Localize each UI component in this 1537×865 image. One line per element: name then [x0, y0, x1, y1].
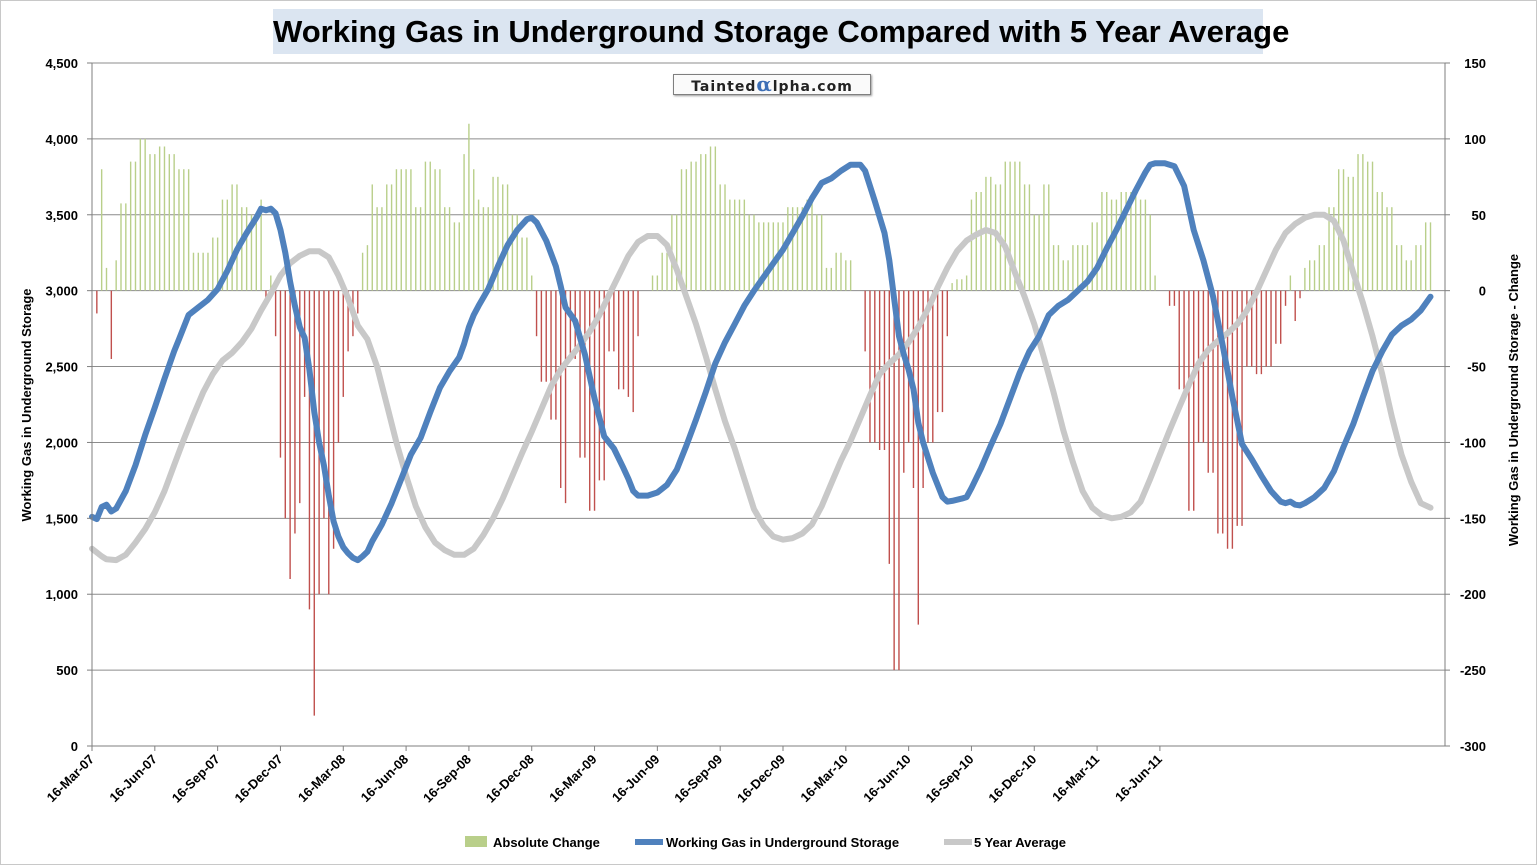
left-axis-title: Working Gas in Underground Storage — [19, 288, 34, 521]
right-tick-label: -300 — [1460, 739, 1486, 754]
storage-line — [89, 160, 1434, 564]
left-tick-label: 4,000 — [45, 132, 78, 147]
x-tick-label: 16-Mar-08 — [295, 752, 349, 806]
watermark-right: lpha.com — [772, 79, 853, 95]
avg-line — [89, 211, 1434, 564]
storage-line-layer — [89, 160, 1434, 564]
right-tick-label: 150 — [1464, 56, 1486, 71]
right-axis-ticks: -300 -250 -200 -150 -100 -50 0 50 100 150 — [1445, 56, 1486, 754]
legend-label-avg: 5 Year Average — [974, 835, 1066, 850]
x-tick-label: 16-Jun-08 — [358, 752, 412, 806]
axes — [91, 63, 1446, 747]
x-axis-ticks: 16-Mar-07 16-Jun-07 16-Sep-07 16-Dec-07 16-M… — [44, 746, 1165, 806]
avg-line-layer — [89, 211, 1434, 564]
right-tick-label: 0 — [1479, 284, 1486, 299]
x-tick-label: 16-Sep-07 — [169, 752, 223, 806]
legend: Absolute Change Working Gas in Undergrou… — [465, 835, 1066, 850]
left-tick-label: 1,500 — [45, 511, 78, 526]
right-axis-title: Working Gas in Underground Storage - Cha… — [1506, 254, 1521, 546]
change-bars — [96, 123, 1432, 716]
left-tick-label: 3,500 — [45, 208, 78, 223]
watermark-alpha-icon: α — [756, 72, 773, 96]
x-tick-label: 16-Dec-10 — [985, 752, 1039, 806]
watermark-logo: Taintedαlpha.com — [673, 74, 871, 95]
x-tick-label: 16-Dec-08 — [483, 752, 537, 806]
legend-swatch-bars — [465, 836, 487, 847]
x-tick-label: 16-Mar-07 — [44, 752, 98, 806]
x-tick-label: 16-Mar-09 — [546, 752, 600, 806]
x-tick-label: 16-Dec-07 — [232, 752, 286, 806]
left-tick-label: 1,000 — [45, 587, 78, 602]
x-tick-label: 16-Mar-10 — [797, 752, 851, 806]
watermark-left: Tainted — [691, 79, 757, 95]
x-tick-label: 16-Dec-09 — [734, 752, 788, 806]
right-tick-label: -200 — [1460, 587, 1486, 602]
x-tick-label: 16-Jun-09 — [609, 752, 663, 806]
legend-label-bars: Absolute Change — [493, 835, 600, 850]
right-tick-label: -150 — [1460, 511, 1486, 526]
left-tick-label: 2,500 — [45, 360, 78, 375]
left-tick-label: 3,000 — [45, 284, 78, 299]
x-tick-label: 16-Jun-10 — [860, 752, 914, 806]
right-tick-label: -100 — [1460, 435, 1486, 450]
right-tick-label: 50 — [1472, 208, 1486, 223]
x-tick-label: 16-Jun-07 — [106, 752, 160, 806]
right-tick-label: -250 — [1460, 663, 1486, 678]
left-tick-label: 500 — [56, 663, 78, 678]
x-tick-label: 16-Sep-08 — [420, 752, 474, 806]
left-tick-label: 4,500 — [45, 56, 78, 71]
chart-title: Working Gas in Underground Storage Compa… — [273, 9, 1289, 54]
right-tick-label: 100 — [1464, 132, 1486, 147]
x-tick-label: 16-Jun-11 — [1112, 752, 1165, 805]
left-axis-ticks: 0 500 1,000 1,500 2,000 2,500 3,000 3,500 4,000 4… — [45, 56, 92, 754]
right-tick-label: -50 — [1467, 360, 1486, 375]
x-tick-label: 16-Sep-10 — [923, 752, 977, 806]
x-tick-label: 16-Mar-11 — [1049, 752, 1102, 805]
x-tick-label: 16-Sep-09 — [671, 752, 725, 806]
left-tick-label: 2,000 — [45, 435, 78, 450]
left-tick-label: 0 — [71, 739, 78, 754]
legend-label-storage: Working Gas in Underground Storage — [666, 835, 899, 850]
